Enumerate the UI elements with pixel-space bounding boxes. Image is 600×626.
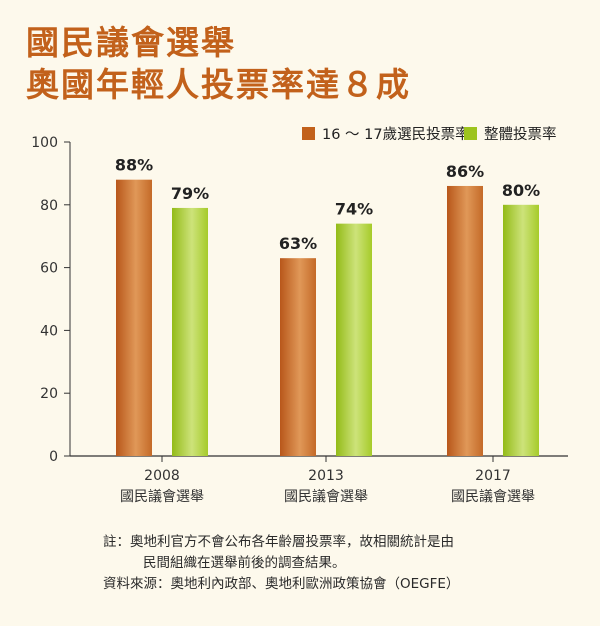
data-label: 63% xyxy=(279,234,317,253)
bar-overall xyxy=(336,223,372,456)
bar-overall xyxy=(503,204,539,456)
bar-chart: 0 20 40 60 80 100 2008 國民議會選舉 2013 國民議會選舉 2017 國民議會… xyxy=(31,126,568,505)
x-tick-label-election: 國民議會選舉 xyxy=(451,488,535,505)
note-line-1: 註：奧地利官方不會公布各年齡層投票率，故相關統計是由 xyxy=(103,534,454,550)
notes: 註：奧地利官方不會公布各年齡層投票率，故相關統計是由 民間組織在選舉前後的調查結… xyxy=(103,532,459,595)
legend-label: 16 ～ 17歲選民投票率 xyxy=(322,126,470,143)
x-tick-label-year: 2017 xyxy=(475,468,511,484)
data-label: 80% xyxy=(502,181,540,200)
bar-youth xyxy=(116,179,152,456)
bar-youth xyxy=(447,185,483,456)
legend-swatch xyxy=(464,127,477,140)
title-line-2: 奧國年輕人投票率達８成 xyxy=(26,65,411,104)
y-tick-label: 0 xyxy=(49,449,58,465)
y-tick-label: 60 xyxy=(40,261,58,277)
bar-youth xyxy=(280,258,316,456)
x-tick-label-year: 2008 xyxy=(144,468,180,484)
chart-title: 國民議會選舉 奧國年輕人投票率達８成 xyxy=(26,22,411,106)
data-label: 74% xyxy=(335,200,373,219)
bar-overall xyxy=(172,207,208,456)
x-tick-label-year: 2013 xyxy=(308,468,344,484)
legend-swatch xyxy=(302,127,315,140)
title-line-1: 國民議會選舉 xyxy=(26,23,236,62)
y-tick-label: 40 xyxy=(40,323,58,339)
y-tick-label: 100 xyxy=(31,135,58,151)
x-tick-label-election: 國民議會選舉 xyxy=(120,488,204,505)
data-label: 79% xyxy=(171,184,209,203)
data-label: 86% xyxy=(446,162,484,181)
legend-label: 整體投票率 xyxy=(484,126,557,143)
note-line-2: 民間組織在選舉前後的調查結果。 xyxy=(143,555,346,571)
x-tick-label-election: 國民議會選舉 xyxy=(284,488,368,505)
y-tick-label: 20 xyxy=(40,386,58,402)
source-line: 資料來源：奧地利內政部、奧地利歐洲政策協會（OEGFE） xyxy=(103,576,460,592)
y-tick-label: 80 xyxy=(40,198,58,214)
data-label: 88% xyxy=(115,156,153,175)
